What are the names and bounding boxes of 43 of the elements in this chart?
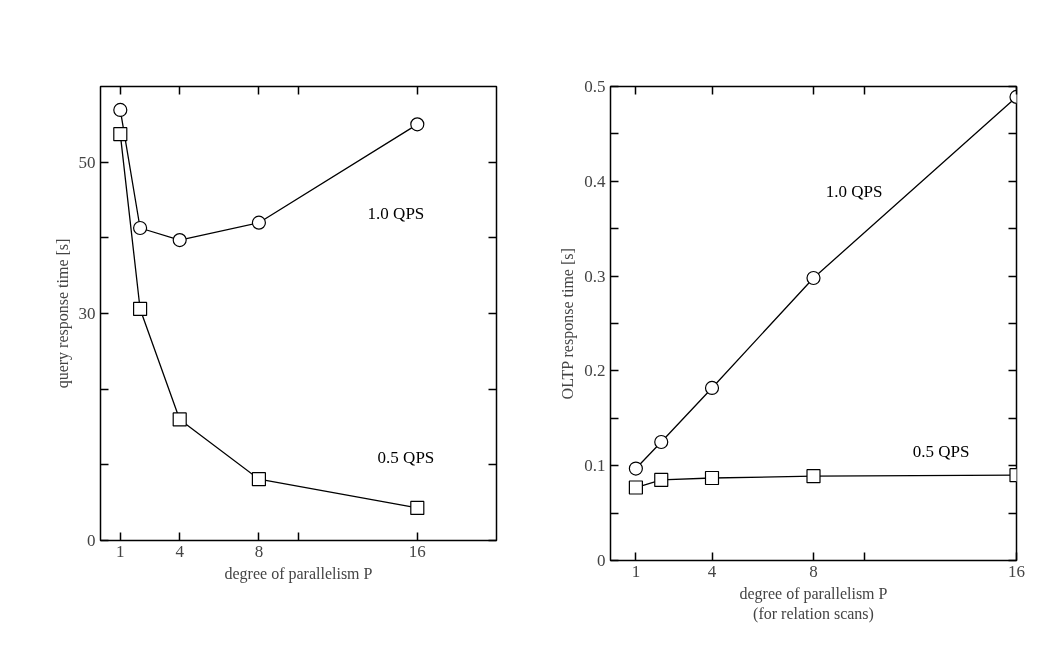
- point: [628, 461, 643, 476]
- point: [251, 472, 266, 487]
- x-tick-label: 8: [809, 561, 818, 581]
- point: [806, 270, 821, 286]
- y-tick-label: 0.2: [584, 361, 606, 381]
- y-axis-title: query response time [s]: [53, 238, 72, 389]
- y-tick-label: 0.4: [584, 171, 606, 191]
- y-tick-label: 0.3: [584, 266, 606, 286]
- y-tick-label: 30: [78, 304, 96, 323]
- point: [410, 500, 425, 516]
- point: [172, 412, 187, 427]
- y-tick-label: 0: [597, 551, 606, 570]
- x-tick-label: 8: [254, 541, 264, 561]
- y-tick-label: 50: [78, 152, 96, 172]
- point: [806, 469, 821, 484]
- series-label: 0.5 QPS: [377, 448, 435, 468]
- point: [704, 470, 720, 486]
- text: 1.0 QPS: [367, 203, 425, 223]
- point: [628, 480, 643, 495]
- point: [654, 472, 669, 488]
- point: [410, 117, 425, 132]
- y-axis-title: OLTP response time [s]: [559, 248, 578, 400]
- x-axis-title: degree of parallelism P: [224, 564, 373, 583]
- series-label: 0.5 QPS: [912, 441, 970, 461]
- point: [133, 301, 148, 317]
- y-tick-label: 0.1: [584, 456, 606, 476]
- x-tick-label: 16: [1008, 561, 1025, 581]
- series-label: 1.0 QPS: [825, 182, 883, 202]
- x-tick-label: 1: [116, 541, 125, 561]
- y-tick-label: 0: [87, 531, 96, 550]
- x-axis-title: degree of parallelism P (for relation scans): [739, 584, 888, 623]
- x-tick-label: 4: [707, 561, 717, 581]
- point: [654, 434, 669, 450]
- point: [113, 102, 128, 118]
- point: [133, 220, 148, 236]
- y-tick-label: 0.5: [584, 77, 606, 96]
- point: [172, 233, 187, 248]
- point: [704, 380, 720, 396]
- x-tick-label: 1: [631, 561, 641, 581]
- x-tick-label: 4: [175, 541, 185, 561]
- x-tick-label: 16: [408, 541, 426, 561]
- point: [113, 127, 128, 142]
- point: [251, 215, 266, 230]
